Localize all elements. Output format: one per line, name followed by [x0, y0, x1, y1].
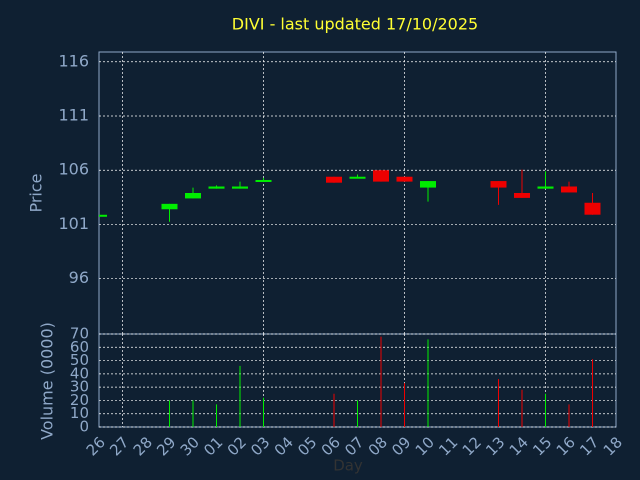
- volume-tick-label: 50: [70, 351, 89, 369]
- candle-body: [255, 179, 272, 182]
- volume-tick-label: 40: [70, 364, 89, 382]
- volume-tick-label: 30: [70, 378, 89, 396]
- candle-body: [208, 186, 225, 189]
- candle-body: [396, 176, 413, 182]
- candle-body: [161, 203, 178, 210]
- volume-tick-label: 10: [70, 404, 89, 422]
- candle-body: [420, 181, 436, 188]
- y-tick-label: 116: [58, 51, 89, 70]
- y-tick-label: 106: [58, 160, 89, 179]
- volume-tick-label: 70: [70, 325, 89, 343]
- candle-body: [232, 186, 248, 189]
- volume-tick-label: 20: [70, 391, 89, 409]
- y-tick-label: 101: [58, 214, 89, 233]
- candle-body: [514, 193, 530, 198]
- candle-body: [490, 181, 507, 188]
- candle-body: [99, 214, 107, 217]
- candle-body: [326, 176, 342, 183]
- y-tick-label: 96: [69, 268, 89, 287]
- candle-body: [537, 186, 554, 189]
- candle-body: [584, 202, 601, 215]
- candle-body: [561, 186, 577, 193]
- candle-body: [349, 176, 366, 179]
- candle-body: [373, 170, 389, 182]
- x-axis-label: Day: [333, 457, 363, 475]
- y-tick-label: 111: [58, 105, 89, 124]
- volume-tick-label: 0: [79, 418, 89, 436]
- y-axis-label: Price: [27, 173, 46, 212]
- volume-axis-label: Volume (0000): [38, 322, 57, 440]
- candle-body: [185, 193, 201, 199]
- volume-tick-label: 60: [70, 338, 89, 356]
- chart-title: DIVI - last updated 17/10/2025: [232, 15, 478, 34]
